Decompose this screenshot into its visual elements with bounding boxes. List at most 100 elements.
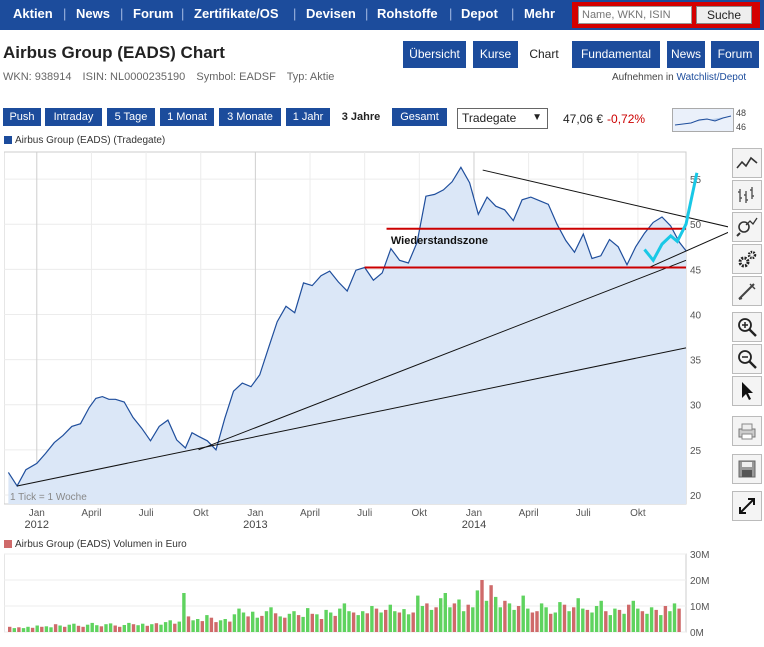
nav-item-news[interactable]: News	[76, 6, 110, 21]
settings-button[interactable]	[732, 244, 762, 274]
volume-bar	[384, 609, 388, 632]
ohlc-chart-tool-button[interactable]	[732, 180, 762, 210]
volume-bar	[576, 598, 580, 632]
watchlist-link[interactable]: Aufnehmen in Watchlist/Depot	[612, 72, 746, 83]
volume-bar	[310, 613, 314, 632]
range-push[interactable]: Push	[3, 108, 41, 126]
volume-bar	[108, 623, 113, 632]
price-area	[8, 167, 687, 505]
zoom-out-icon	[738, 350, 757, 369]
volume-chart[interactable]: 0M 10M 20M 30M	[4, 550, 728, 642]
nav-item-devisen[interactable]: Devisen	[306, 6, 356, 21]
volume-legend: Airbus Group (EADS) Volumen in Euro	[4, 539, 187, 550]
search-button[interactable]: Suche	[696, 6, 752, 24]
volume-bar	[118, 626, 122, 632]
volume-bar	[81, 626, 85, 632]
tab-uebersicht[interactable]: Übersicht	[403, 41, 466, 68]
volume-bar	[549, 613, 553, 632]
volume-bar	[599, 600, 603, 632]
volume-bar	[63, 626, 67, 632]
tab-news[interactable]: News	[667, 41, 705, 68]
x-tick-label: Juli	[576, 508, 591, 519]
range-3-monate[interactable]: 3 Monate	[219, 108, 281, 126]
tab-kurse[interactable]: Kurse	[473, 41, 518, 68]
zoom-in-button[interactable]	[732, 312, 762, 342]
wkn-label: WKN: 938914	[3, 71, 72, 83]
zoom-out-button[interactable]	[732, 344, 762, 374]
nav-item-mehr[interactable]: Mehr	[524, 6, 556, 21]
range-gesamt[interactable]: Gesamt	[392, 108, 447, 126]
volume-bar	[324, 609, 328, 632]
volume-bar	[173, 623, 177, 632]
price-legend-label: Airbus Group (EADS) (Tradegate)	[15, 135, 166, 146]
floppy-disk-icon	[738, 460, 756, 478]
volume-bar	[168, 620, 172, 632]
tab-chart[interactable]: Chart	[523, 41, 565, 68]
range-1-jahr[interactable]: 1 Jahr	[286, 108, 330, 126]
volume-bar	[145, 625, 149, 632]
range-1-monat[interactable]: 1 Monat	[160, 108, 214, 126]
volume-tick-label: 30M	[690, 550, 709, 561]
x-tick-label: Okt	[630, 508, 646, 519]
volume-bar	[347, 611, 351, 632]
trendline-falling	[482, 169, 728, 228]
volume-bar	[67, 624, 71, 632]
y-tick-label: 45	[690, 265, 702, 276]
volume-bar	[443, 593, 447, 632]
volume-tick-label: 0M	[690, 628, 704, 639]
x-tick-label: Jan	[29, 508, 45, 519]
tab-forum[interactable]: Forum	[711, 41, 759, 68]
range-intraday[interactable]: Intraday	[45, 108, 102, 126]
volume-bar	[452, 603, 457, 632]
expand-icon	[739, 498, 755, 514]
volume-bar	[420, 606, 425, 632]
volume-bar	[136, 625, 140, 632]
pointer-tool-button[interactable]	[732, 376, 762, 406]
nav-item-aktien[interactable]: Aktien	[13, 6, 53, 21]
volume-bar	[30, 627, 35, 632]
nav-item-depot[interactable]: Depot	[461, 6, 498, 21]
volume-bar	[406, 614, 411, 632]
print-button[interactable]	[732, 416, 762, 446]
volume-bar	[200, 621, 204, 632]
volume-bar	[393, 611, 397, 632]
projection-annotation	[643, 172, 699, 263]
draw-tool-button[interactable]	[732, 276, 762, 306]
volume-bar	[218, 620, 223, 632]
volume-legend-label: Airbus Group (EADS) Volumen in Euro	[15, 539, 187, 550]
nav-item-zertifikate[interactable]: Zertifikate/OS	[194, 6, 279, 21]
save-button[interactable]	[732, 454, 762, 484]
line-chart-icon	[736, 156, 758, 169]
volume-bar	[122, 625, 126, 632]
watchlist-depot-link[interactable]: Watchlist/Depot	[676, 72, 747, 83]
mini-chart-label-high: 48	[736, 108, 747, 118]
mini-chart[interactable]	[672, 108, 734, 132]
volume-bar	[677, 608, 681, 632]
volume-bar	[49, 627, 53, 632]
volume-bar	[40, 626, 44, 632]
chevron-down-icon: ▼	[532, 112, 542, 123]
y-tick-label: 35	[690, 356, 702, 367]
volume-bar	[361, 611, 365, 632]
resistance-label: Wiederstandszone	[391, 235, 488, 247]
volume-bar	[76, 625, 81, 632]
nav-item-rohstoffe[interactable]: Rohstoffe	[377, 6, 438, 21]
price-line	[7, 166, 687, 488]
exchange-select[interactable]: Tradegate ▼	[457, 108, 548, 129]
range-3-jahre[interactable]: 3 Jahre	[335, 108, 387, 126]
line-chart-tool-button[interactable]	[732, 148, 762, 178]
y-tick-label: 20	[690, 491, 702, 502]
indicator-tool-button[interactable]	[732, 212, 762, 242]
volume-bar	[494, 596, 498, 632]
tab-fundamental[interactable]: Fundamental	[572, 41, 660, 68]
watchlist-prefix: Aufnehmen in	[612, 72, 674, 83]
volume-bar	[645, 613, 649, 632]
range-5-tage[interactable]: 5 Tage	[107, 108, 155, 126]
quote: 47,06 € -0,72%	[563, 112, 645, 126]
volume-bar	[604, 611, 608, 632]
volume-bar	[608, 615, 612, 632]
nav-item-forum[interactable]: Forum	[133, 6, 174, 21]
search-input[interactable]	[578, 6, 692, 24]
fullscreen-button[interactable]	[732, 491, 762, 521]
